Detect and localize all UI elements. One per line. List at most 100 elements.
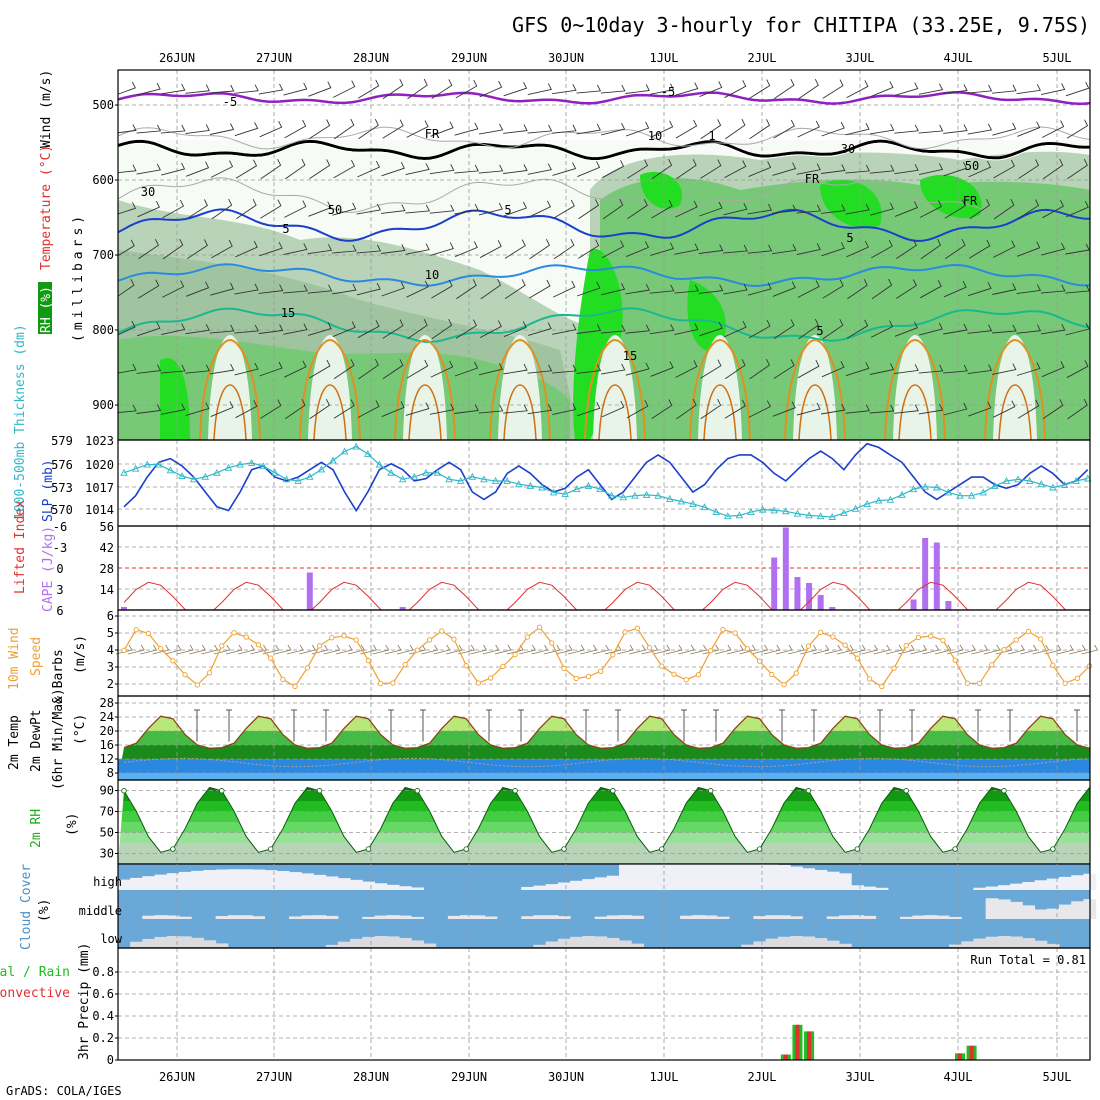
upper-wind-barb [1040,284,1066,294]
upper-wind-barb [676,158,697,180]
wind10-barb [177,644,194,655]
wind10-barb [262,644,280,655]
upper-wind-barb [260,158,282,180]
upper-wind-barb [894,82,919,96]
rh2m-point [219,788,225,794]
upper-wind-barb [725,118,746,140]
thickness-point [503,477,511,484]
cloud-middle-bar [484,916,498,919]
upper-wind-barb [552,323,577,335]
upper-wind-barb [650,242,674,256]
wind10-point [329,635,335,641]
wind10-barb [849,644,866,655]
upper-wind-barb [699,321,723,337]
upper-wind-barb [674,243,699,255]
cloud-high-bar [863,886,877,890]
upper-wind-barb [993,400,1016,418]
rh-band-90 [820,179,882,229]
date-label-top: 28JUN [353,51,389,65]
upper-wind-barb [797,359,820,379]
upper-wind-barb [380,244,406,254]
upper-wind-barb [308,359,331,379]
wind10-point [243,634,249,640]
upper-wind-barb [991,324,1017,334]
upper-wind-barb [284,119,307,139]
wind10-point [976,680,983,687]
upper-wind-barb [357,400,380,418]
cloud-low-bar [985,936,999,947]
upper-wind-barb [869,123,895,135]
cloud-low-bar [582,936,596,947]
upper-wind-barb [527,163,552,175]
upper-wind-barb [137,200,161,218]
upper-wind-barb [118,320,136,336]
wind10-point [402,661,408,668]
upper-wind-barb [821,403,846,415]
wind10-point [292,683,298,690]
upper-wind-barb [577,161,601,178]
dewpoint-line [123,757,1090,768]
wind10-point [170,658,176,664]
wind10-barb [494,644,512,655]
upper-wind-barb [430,121,454,137]
upper-wind-barb [1066,200,1089,218]
upper-wind-barb [845,164,870,174]
thickness-point [271,468,279,476]
date-label-bottom: 29JUN [451,1070,487,1084]
wind10-barb [678,644,695,655]
thickness-point [155,460,163,468]
cloud-middle-bar [680,915,693,919]
thickness-point [224,463,233,471]
upper-wind-barb [650,361,674,377]
thickness-point [770,506,778,514]
cape-bar [829,607,836,610]
isotherm-25 [408,384,442,440]
precip-convective-bar [958,1053,962,1060]
temp2m-line [123,715,1090,749]
wind10-point [891,665,897,671]
rh2m-point [414,788,421,794]
cloud-level-low: low [100,932,122,946]
wind10-barb [861,644,879,655]
thickness-point [967,491,976,499]
cloud-low-bar [1034,940,1048,947]
cloud-high-bar [227,869,241,890]
cape-bar [817,595,824,610]
wind10-barb [360,644,378,655]
isotherm-25 [313,384,347,440]
wind10-point [536,624,543,630]
wind10-point [915,634,922,641]
wind10-point [708,648,714,654]
rh2m-label: 2m RH [29,809,44,848]
wind10-point [879,683,885,690]
cape-bar [306,572,313,610]
li-line [123,581,1067,610]
wind10-point [818,629,824,636]
upper-wind-barb [479,320,502,338]
thickness-point [886,495,895,503]
cloud-high-bar [179,871,192,890]
tick-label: 24 [100,710,114,724]
cloud-high-bar [337,878,351,890]
wind10-label3: & Barbs [51,649,66,704]
upper-wind-barb [210,282,235,296]
upper-wind-barb [527,322,552,336]
cloud-high-bar [411,887,424,890]
temp-band [118,716,1090,717]
thickness-tick: 579 [51,434,73,448]
temp2m-label3: (6hr Min/Max) [51,688,66,790]
upper-wind-barb [698,284,724,294]
thickness-point [526,481,535,489]
upper-wind-barb [869,404,895,414]
upper-wind-barb [429,164,455,175]
upper-wind-barb [649,83,675,95]
upper-wind-barb [822,79,844,99]
cloud-middle-bar [949,916,962,919]
cloud-high-bar [716,864,730,890]
date-label-top: 26JUN [159,51,195,65]
thickness-point [573,485,581,493]
upper-wind-barb [822,318,844,340]
wind10-point [463,662,469,669]
upper-wind-barb [626,241,650,258]
contour-label: 15 [623,349,637,363]
